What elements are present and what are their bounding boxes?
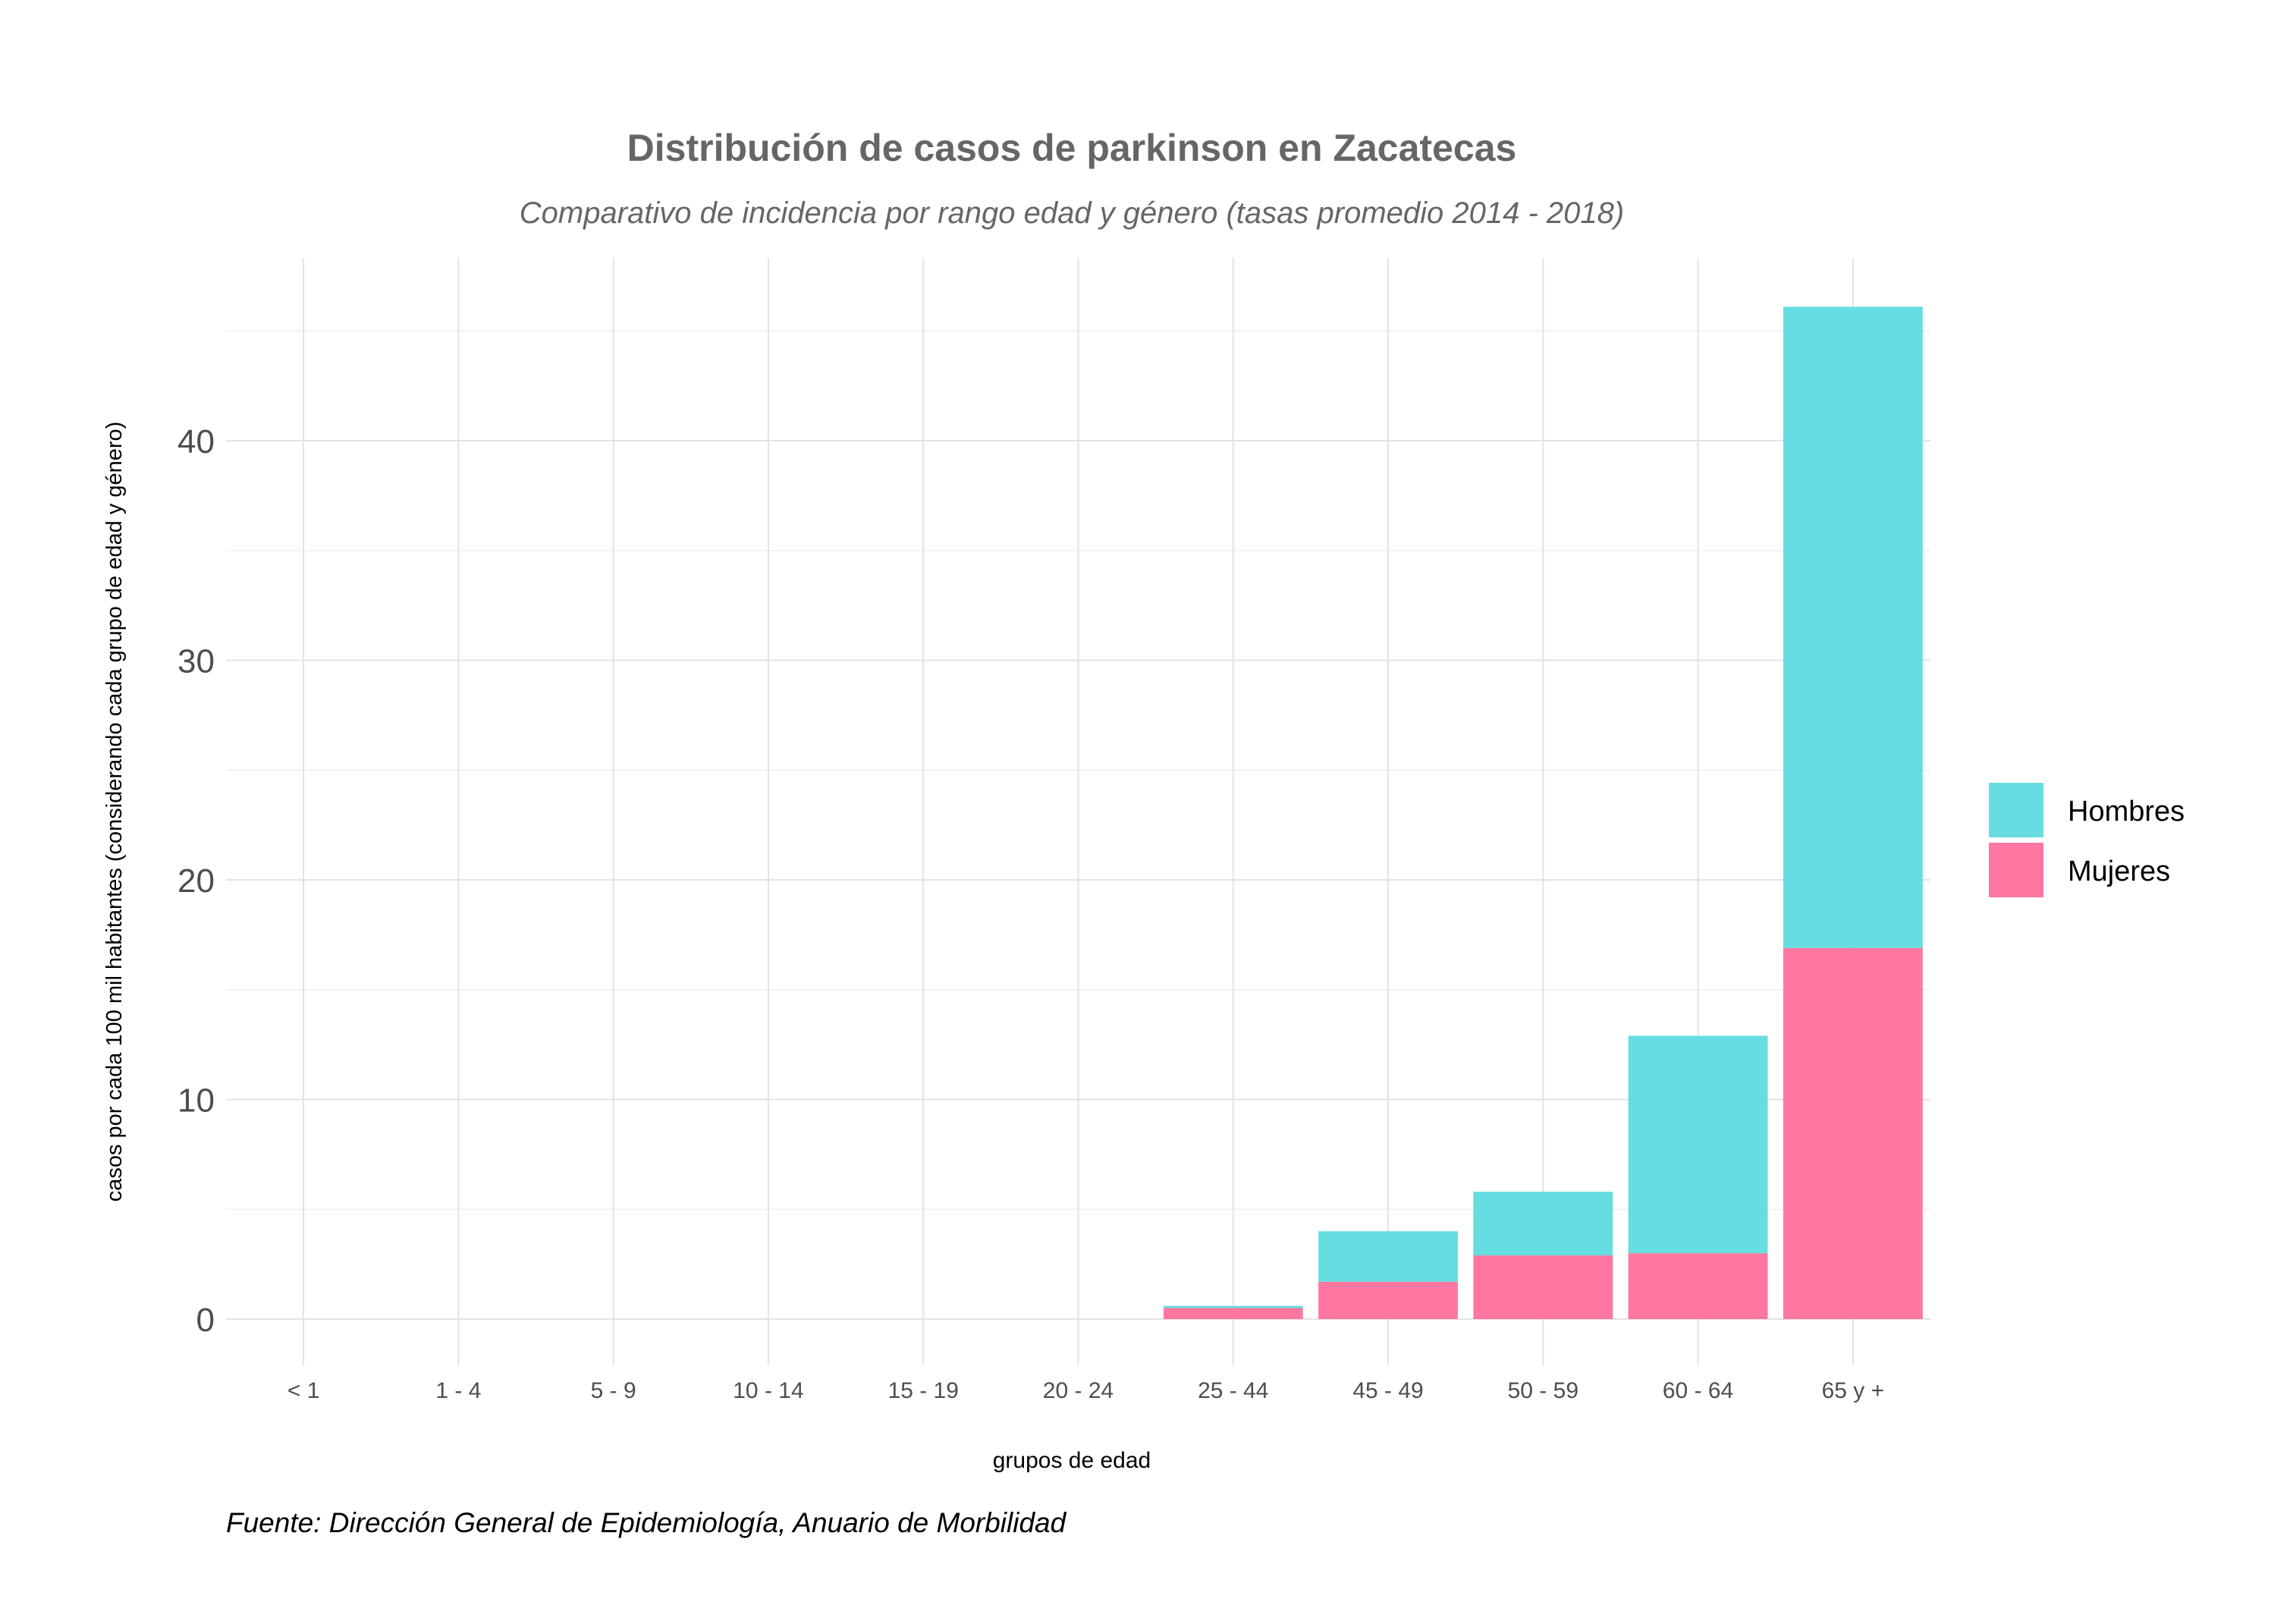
bar-mujeres: [1163, 1308, 1303, 1319]
x-tick-label: 60 - 64: [1663, 1378, 1733, 1403]
y-tick-label: 40: [177, 423, 215, 460]
y-axis-ticks: 0 10 20 30 40: [177, 423, 215, 1339]
y-tick-label: 10: [177, 1082, 215, 1120]
chart-title: Distribución de casos de parkinson en Za…: [627, 127, 1517, 169]
bar-mujeres: [1473, 1255, 1613, 1319]
x-axis-title: grupos de edad: [993, 1448, 1151, 1473]
legend-label-hombres: Hombres: [2068, 796, 2185, 828]
x-tick-label: 5 - 9: [591, 1378, 636, 1403]
bar-mujeres: [1628, 1253, 1768, 1319]
legend-label-mujeres: Mujeres: [2068, 856, 2170, 887]
legend: Hombres Mujeres: [1989, 783, 2185, 897]
x-tick-label: 50 - 59: [1508, 1378, 1578, 1403]
x-tick-label: 65 y +: [1822, 1378, 1885, 1403]
y-tick-label: 0: [196, 1302, 215, 1339]
y-tick-label: 20: [177, 862, 215, 900]
x-tick-label: 1 - 4: [435, 1378, 481, 1403]
grid: [226, 258, 1930, 1365]
x-tick-label: 15 - 19: [888, 1378, 959, 1403]
bar-mujeres: [1783, 947, 1923, 1319]
bar-hombres: [1163, 1305, 1303, 1308]
legend-key-hombres: [1989, 783, 2043, 837]
chart-subtitle: Comparativo de incidencia por rango edad…: [520, 196, 1624, 230]
bar-hombres: [1473, 1192, 1613, 1256]
legend-key-mujeres: [1989, 843, 2043, 897]
chart-caption: Fuente: Dirección General de Epidemiolog…: [226, 1507, 1067, 1538]
x-tick-label: 10 - 14: [733, 1378, 803, 1403]
x-tick-label: 20 - 24: [1043, 1378, 1114, 1403]
bars: [1163, 306, 1923, 1319]
bar-hombres: [1628, 1035, 1768, 1254]
y-axis-title: casos por cada 100 mil habitantes (consi…: [102, 422, 127, 1202]
bar-hombres: [1318, 1231, 1458, 1282]
x-tick-label: 45 - 49: [1352, 1378, 1423, 1403]
x-axis-ticks: < 1 1 - 4 5 - 9 10 - 14 15 - 19 20 - 24 25 - 4…: [287, 1378, 1884, 1403]
x-tick-label: < 1: [287, 1378, 320, 1403]
y-tick-label: 30: [177, 643, 215, 680]
x-tick-label: 25 - 44: [1198, 1378, 1268, 1403]
bar-mujeres: [1318, 1281, 1458, 1319]
bar-hombres: [1783, 306, 1923, 948]
